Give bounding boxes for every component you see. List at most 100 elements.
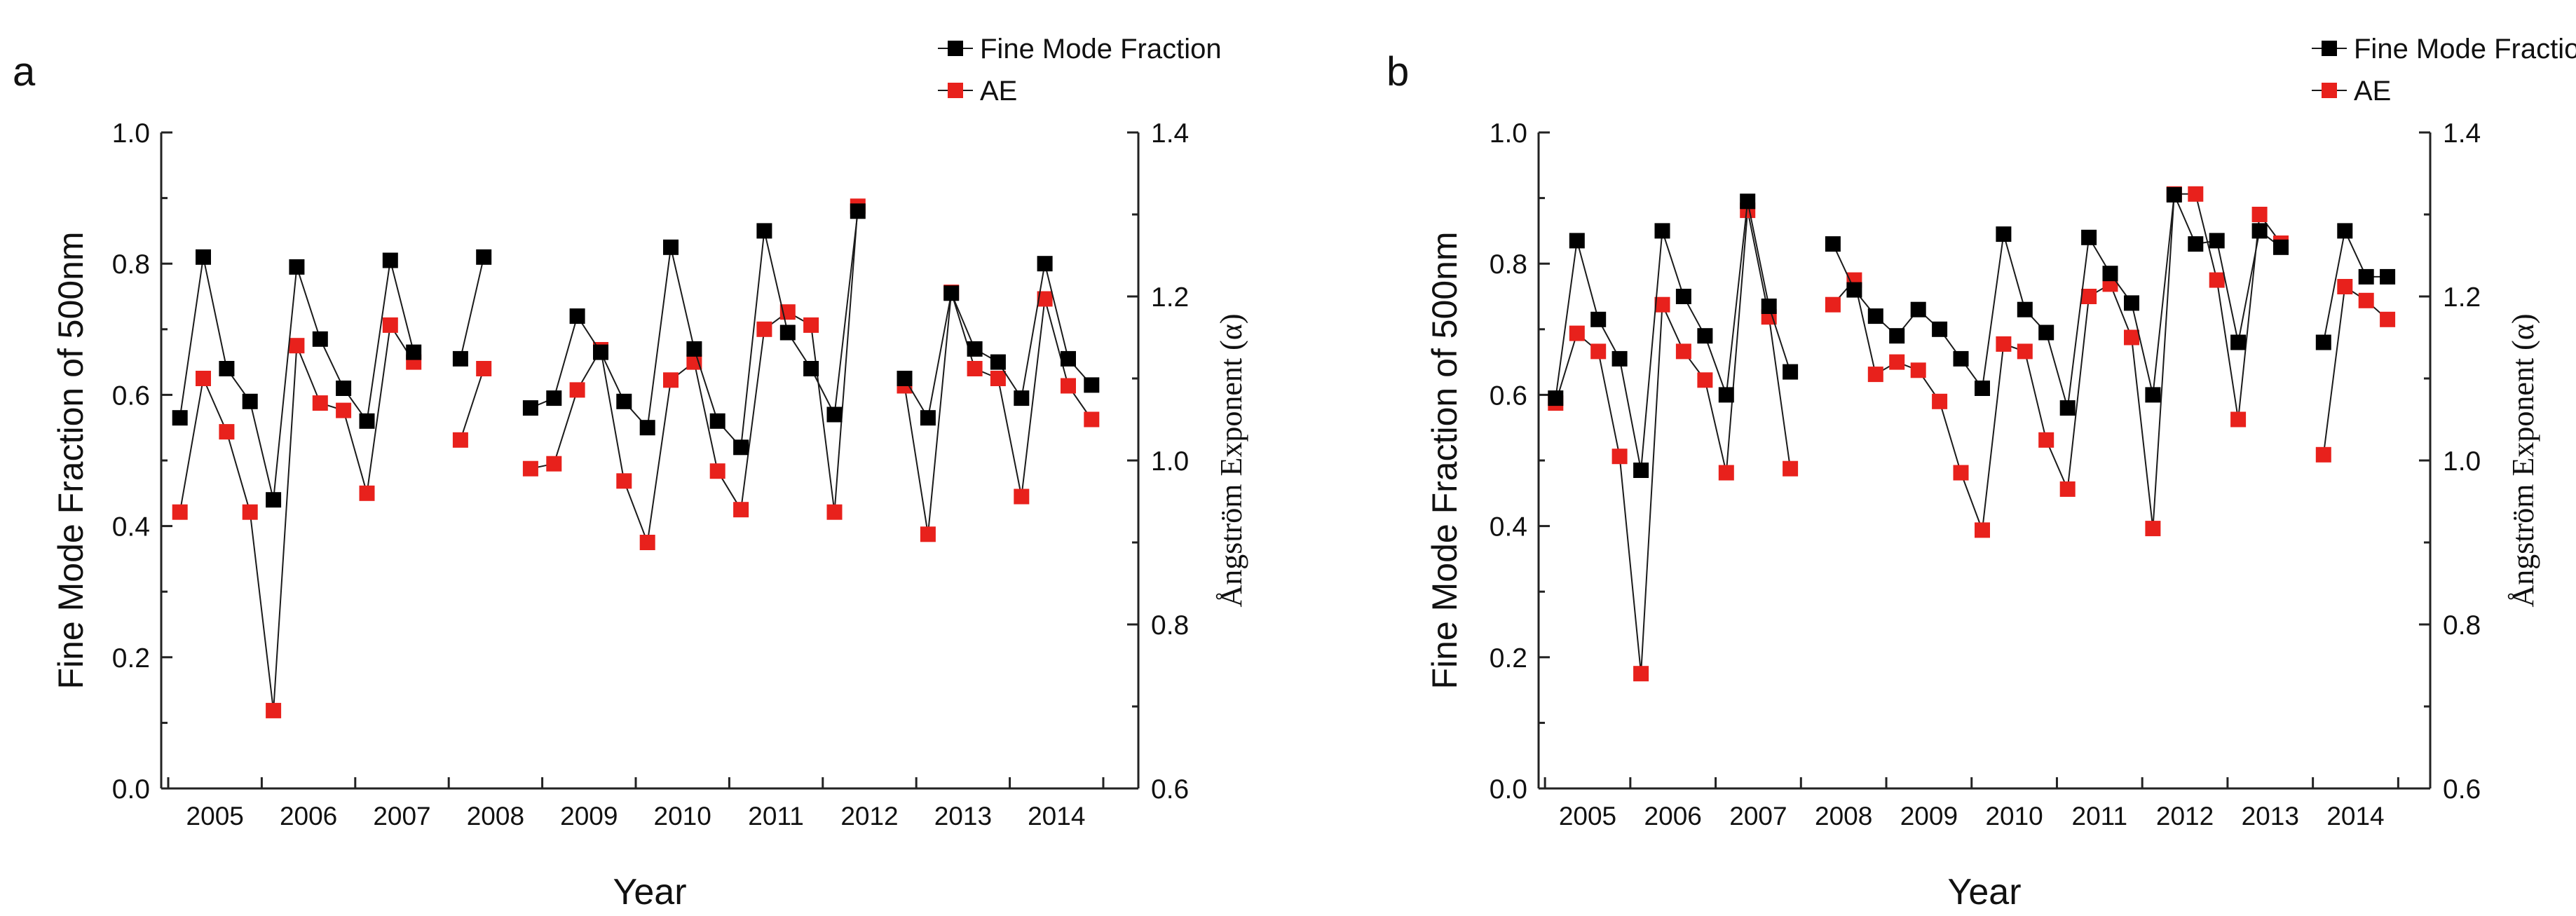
fmf-point: [733, 439, 749, 456]
ae-point: [1910, 362, 1926, 378]
legend-fmf-label: Fine Mode Fraction: [980, 34, 1222, 64]
ae-series-line: [1832, 193, 2282, 531]
fmf-point: [2017, 301, 2033, 317]
fmf-point: [1061, 350, 1076, 367]
legend-fmf-marker: [2322, 41, 2337, 56]
ae-point: [2380, 311, 2396, 327]
x-tick-label: 2006: [280, 802, 337, 830]
ae-point: [1996, 336, 2012, 352]
chart-panel-b: b 0.0 0.2 0.4 0.6 0.8 1.0 0.6 0.8 1.0 1.2 1.4 2005 20…: [1386, 34, 2576, 912]
ae-point: [546, 456, 562, 472]
ae-point: [2017, 343, 2033, 360]
fmf-point: [1846, 282, 1862, 298]
ae-point: [1889, 354, 1905, 370]
fmf-point: [897, 371, 913, 386]
fmf-series-line: [1832, 192, 2282, 409]
ae-point: [1590, 343, 1607, 360]
ae-point: [476, 361, 492, 376]
ae-point: [2059, 481, 2076, 497]
ae-point: [2124, 329, 2139, 346]
ae-point: [1783, 460, 1799, 477]
fmf-point: [1825, 236, 1841, 252]
fmf-point: [452, 350, 468, 367]
ae-point: [686, 354, 702, 370]
panel-label: b: [1386, 49, 1409, 95]
right-y-tick-label: 1.0: [2443, 446, 2481, 477]
fmf-series-line: [179, 257, 415, 500]
right-y-tick-label: 1.4: [2443, 118, 2481, 149]
fmf-point: [1084, 377, 1100, 393]
legend-ae-label: AE: [980, 76, 1017, 107]
fmf-point: [2188, 236, 2204, 252]
ae-point: [312, 395, 328, 411]
fmf-point: [616, 393, 632, 409]
right-y-axis-title: Ångström Exponent (α): [1214, 314, 1248, 608]
ae-point: [2230, 411, 2247, 428]
fmf-point: [1590, 311, 1607, 327]
ae-point: [522, 460, 538, 477]
legend-ae-marker: [948, 83, 963, 98]
fmf-point: [382, 252, 398, 268]
ae-point: [616, 473, 632, 489]
fmf-point: [1014, 390, 1030, 406]
ae-point: [2209, 272, 2225, 288]
fmf-point: [686, 341, 702, 357]
fmf-point: [1718, 387, 1734, 403]
fmf-series-line: [2322, 228, 2388, 343]
left-y-tick-label: 0.2: [1490, 643, 1527, 674]
fmf-point: [2166, 186, 2182, 203]
ae-point: [1061, 378, 1076, 394]
ae-point: [756, 321, 772, 337]
x-tick-label: 2010: [1985, 802, 2043, 830]
fmf-point: [406, 344, 422, 360]
left-y-tick-label: 0.0: [1490, 774, 1527, 805]
fmf-point: [289, 259, 305, 275]
x-axis-title: Year: [1947, 872, 2021, 912]
x-tick-label: 2013: [934, 802, 992, 830]
ae-point: [967, 361, 983, 376]
ae-point: [2358, 292, 2374, 308]
ae-point: [709, 463, 725, 479]
right-y-tick-label: 1.2: [1151, 282, 1189, 313]
fmf-point: [943, 285, 960, 301]
fmf-point: [2209, 233, 2225, 249]
right-y-axis-title: Ångström Exponent (α): [2506, 314, 2540, 608]
x-tick-label: 2014: [1028, 802, 1085, 830]
ae-point: [1084, 411, 1100, 428]
x-tick-label: 2012: [840, 802, 898, 830]
fmf-point: [803, 361, 819, 376]
ae-series-line: [2322, 285, 2388, 455]
x-tick-label: 2005: [186, 802, 244, 830]
x-tick-label: 2006: [1644, 802, 1702, 830]
ae-point: [359, 485, 375, 501]
right-y-tick-label: 0.8: [1151, 610, 1189, 641]
x-tick-label: 2007: [1729, 802, 1787, 830]
ae-point: [2315, 446, 2331, 463]
fmf-point: [2081, 229, 2097, 245]
ae-point: [1014, 488, 1030, 505]
ae-point: [1953, 465, 1969, 481]
fmf-point: [522, 400, 538, 416]
ae-point: [2038, 432, 2054, 448]
fmf-point: [756, 223, 772, 239]
ae-point: [172, 504, 188, 520]
ae-point: [1718, 465, 1734, 481]
fmf-point: [2124, 295, 2139, 311]
fmf-point: [359, 413, 375, 429]
left-y-tick-label: 0.8: [112, 249, 150, 280]
ae-point: [196, 371, 211, 386]
fmf-point: [826, 406, 843, 423]
left-y-tick-label: 0.0: [112, 774, 150, 805]
ae-point: [920, 526, 936, 542]
x-tick-label: 2012: [2156, 802, 2214, 830]
ae-point: [1675, 343, 1691, 360]
fmf-point: [1996, 226, 2012, 242]
fmf-series-line: [1555, 201, 1792, 471]
fmf-point: [219, 361, 235, 376]
fmf-point: [546, 390, 562, 406]
fmf-point: [967, 341, 983, 357]
fmf-point: [1953, 350, 1969, 367]
fmf-point: [850, 203, 866, 219]
fmf-point: [336, 381, 352, 396]
